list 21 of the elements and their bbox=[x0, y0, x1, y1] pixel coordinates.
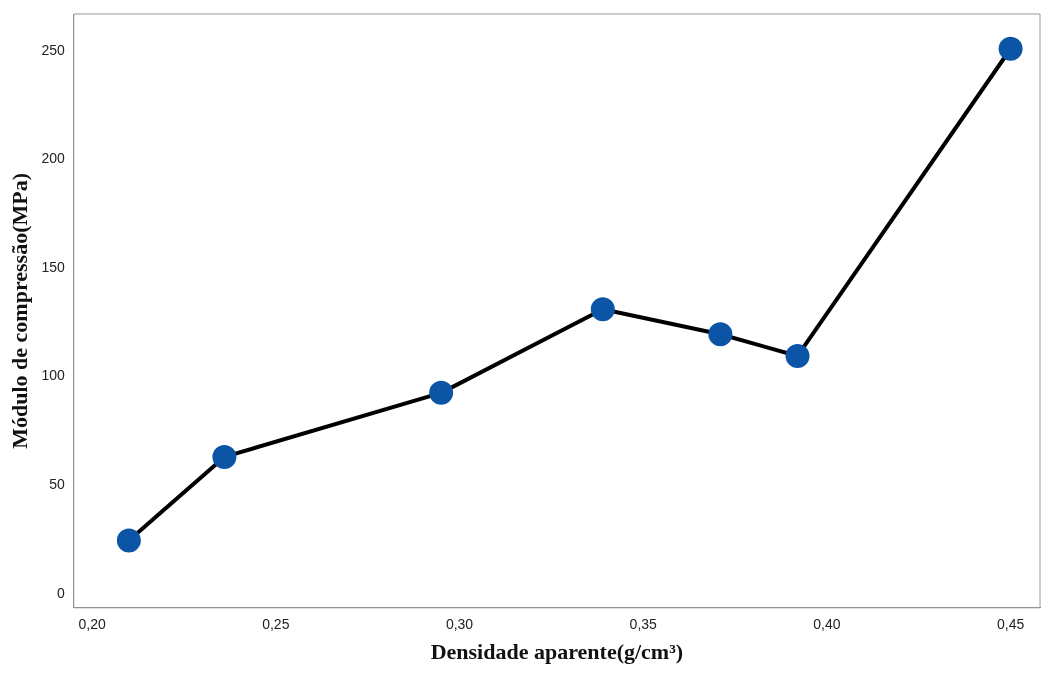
point bbox=[998, 36, 1023, 61]
point bbox=[708, 322, 733, 347]
y-tick-label: 250 bbox=[41, 41, 65, 58]
y-axis-title: Módulo de compressão(MPa) bbox=[6, 173, 32, 449]
point bbox=[116, 528, 141, 553]
x-tick-label: 0,25 bbox=[262, 616, 290, 633]
y-tick-label: 200 bbox=[41, 150, 65, 167]
point bbox=[212, 444, 237, 469]
point bbox=[429, 380, 454, 405]
x-axis-title: Densidade aparente(g/cm³) bbox=[430, 639, 684, 665]
x-tick-label: 0,30 bbox=[445, 616, 474, 633]
point bbox=[785, 343, 810, 368]
y-tick-label: 0 bbox=[56, 584, 65, 601]
y-tick-label: 100 bbox=[41, 367, 65, 384]
y-tick-label: 50 bbox=[49, 475, 65, 492]
x-tick-label: 0,45 bbox=[996, 616, 1025, 633]
x-tick-label: 0,40 bbox=[813, 616, 841, 633]
x-tick-label: 0,35 bbox=[629, 616, 658, 633]
point bbox=[590, 297, 615, 322]
y-tick-label: 150 bbox=[41, 258, 65, 275]
x-tick-label: 0,20 bbox=[78, 616, 106, 633]
